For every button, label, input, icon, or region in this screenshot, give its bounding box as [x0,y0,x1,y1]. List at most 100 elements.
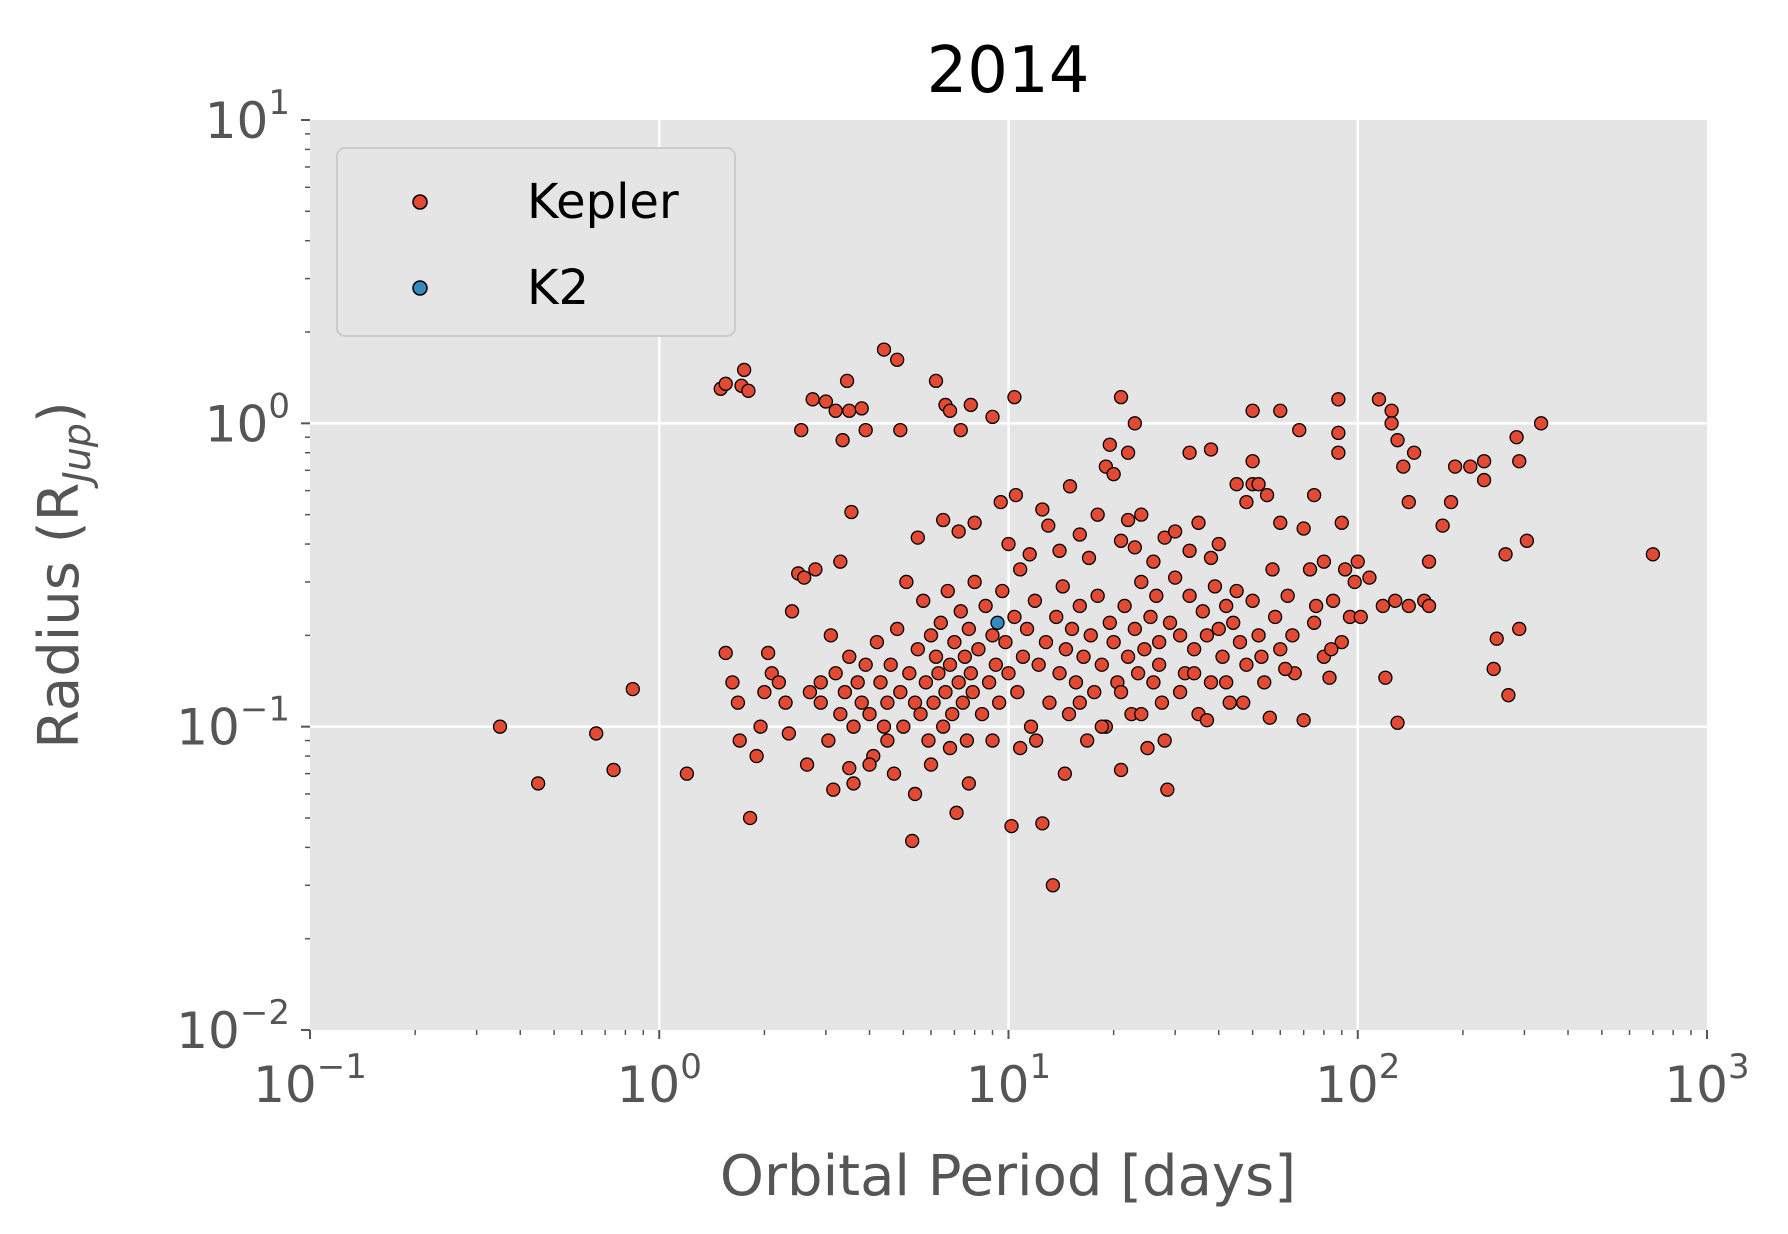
x-tick-label: 103 [1664,1047,1749,1114]
kepler-point [771,675,786,690]
kepler-point [910,530,925,545]
kepler-point [907,695,923,710]
kepler-point [1519,533,1535,548]
kepler-point [1113,533,1129,548]
kepler-point [1152,634,1167,650]
kepler-point [1027,593,1043,608]
kepler-point [963,397,978,413]
kepler-point [886,766,902,781]
kepler-point [837,684,853,700]
kepler-point [1120,512,1136,528]
y-axis-label: Radius (RJup) [27,401,99,749]
kepler-point [813,695,828,710]
kepler-point [1203,675,1219,690]
kepler-point [918,675,934,690]
kepler-point [1331,392,1346,407]
kepler-point [933,615,948,630]
kepler-point [1090,588,1105,603]
kepler-point [869,634,885,650]
kepler-point [1015,649,1031,664]
kepler-point [1160,782,1175,797]
kepler-point [833,706,848,722]
kepler-point [902,666,917,681]
kepler-point [1191,515,1206,530]
kepler-point [995,583,1010,599]
kepler-point [802,684,818,700]
kepler-point [899,574,914,590]
kepler-point [1322,670,1337,685]
kepler-point [1296,521,1311,536]
kepler-point [1134,706,1149,722]
kepler-point [749,748,764,764]
kepler-point [1384,403,1399,418]
kepler-point [1337,562,1353,577]
kepler-point [760,645,776,661]
kepler-point [1421,598,1437,614]
kepler-point [893,422,908,438]
kepler-point [988,657,1004,672]
kepler-point [926,695,941,710]
y-tick-label: 10−2 [176,993,290,1060]
kepler-point [1029,733,1044,748]
kepler-point [1207,579,1223,594]
kepler-point [1068,675,1084,690]
kepler-point [1007,389,1022,405]
kepler-point [1120,649,1136,664]
kepler-point [781,726,796,741]
kepler-point [1080,733,1095,748]
kepler-point [1498,547,1513,562]
kepler-point [1334,634,1349,650]
kepler-point [991,695,1007,710]
kepler-point [1401,494,1416,510]
legend-label-k2: K2 [527,260,589,316]
kepler-point [1061,706,1077,722]
kepler-point [1219,598,1234,614]
kepler-point [1022,547,1037,562]
kepler-point [949,805,964,820]
kepler-point [1106,634,1121,650]
legend-box [336,147,736,337]
kepler-point [1512,454,1527,469]
kepler-point [606,762,621,778]
kepler-point [1533,416,1549,431]
kepler-point [1306,487,1322,503]
kepler-point [1362,570,1377,585]
kepler-point [862,706,877,722]
kepler-point [1083,628,1098,643]
legend: Kepler K2 [336,147,736,337]
chart-title: 2014 [927,34,1090,108]
kepler-point [923,628,939,643]
kepler-point [985,628,1000,643]
kepler-point [1172,684,1188,700]
kepler-point [985,409,1000,425]
data-points [492,342,1661,893]
kepler-point [854,401,869,416]
kepler-point [679,766,695,781]
kepler-point [1013,562,1028,577]
kepler-point [928,649,944,664]
kepler-point [1251,628,1266,643]
kepler-point [1211,536,1226,552]
kepler-point [1062,479,1078,494]
kepler-point [730,695,746,710]
kepler-point [799,757,815,772]
kepler-point [1222,695,1237,710]
kepler-point [1203,550,1219,566]
kepler-point [1296,713,1311,728]
kepler-point [1146,675,1161,690]
kepler-point [1245,593,1260,608]
kepler-point [850,675,865,690]
kepler-point [1463,459,1478,474]
kepler-point [1076,649,1091,664]
kepler-point [1038,634,1054,650]
kepler-point [963,666,978,681]
k2-point [990,615,1005,630]
kepler-point [1045,878,1061,893]
kepler-point [921,733,936,748]
kepler-point [844,504,859,520]
kepler-point [1057,766,1073,781]
kepler-point [826,782,841,797]
kepler-point [923,757,939,772]
kepler-point [1334,515,1349,530]
